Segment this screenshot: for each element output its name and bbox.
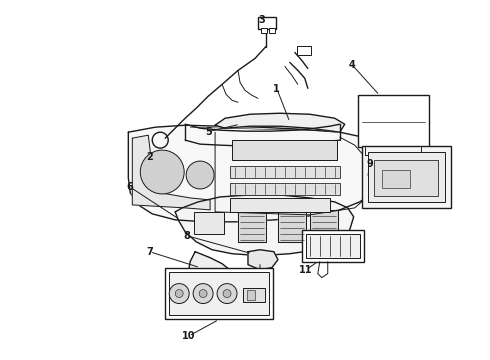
Text: 7: 7	[147, 247, 153, 257]
Text: 8: 8	[183, 231, 190, 240]
Bar	[362, 99, 425, 143]
Bar	[247, 289, 255, 300]
Polygon shape	[278, 210, 306, 242]
Bar	[362, 146, 451, 208]
Polygon shape	[188, 252, 235, 292]
Polygon shape	[175, 195, 354, 256]
Bar	[302, 230, 364, 262]
Circle shape	[223, 289, 231, 298]
Circle shape	[193, 284, 213, 303]
Bar	[297, 45, 311, 55]
Bar	[194, 212, 224, 234]
Bar	[165, 268, 273, 319]
Text: 11: 11	[299, 265, 313, 275]
Polygon shape	[310, 210, 338, 242]
Bar	[374, 160, 439, 196]
Circle shape	[199, 289, 207, 298]
Bar	[269, 28, 275, 32]
Text: 10: 10	[182, 331, 196, 341]
Text: 9: 9	[366, 159, 373, 169]
Text: 6: 6	[127, 182, 134, 192]
Circle shape	[186, 161, 214, 189]
Polygon shape	[132, 135, 210, 210]
Bar	[261, 28, 267, 32]
Bar	[358, 95, 429, 147]
Bar	[368, 152, 445, 202]
Text: 2: 2	[147, 152, 153, 162]
Bar	[258, 17, 276, 28]
Text: 4: 4	[349, 60, 356, 70]
Bar	[382, 170, 410, 188]
Bar	[230, 198, 330, 212]
Text: 3: 3	[259, 15, 266, 26]
Circle shape	[175, 289, 183, 298]
Bar	[232, 140, 337, 160]
Circle shape	[140, 150, 184, 194]
Bar	[243, 288, 265, 302]
Circle shape	[217, 284, 237, 303]
Bar	[169, 272, 269, 315]
Bar	[230, 183, 340, 195]
Circle shape	[169, 284, 189, 303]
Text: 1: 1	[273, 84, 280, 94]
Bar	[306, 234, 360, 258]
Polygon shape	[238, 210, 266, 242]
Polygon shape	[128, 125, 388, 222]
Polygon shape	[215, 113, 345, 132]
Bar	[230, 166, 340, 178]
Text: 5: 5	[205, 127, 212, 136]
Polygon shape	[248, 250, 278, 270]
